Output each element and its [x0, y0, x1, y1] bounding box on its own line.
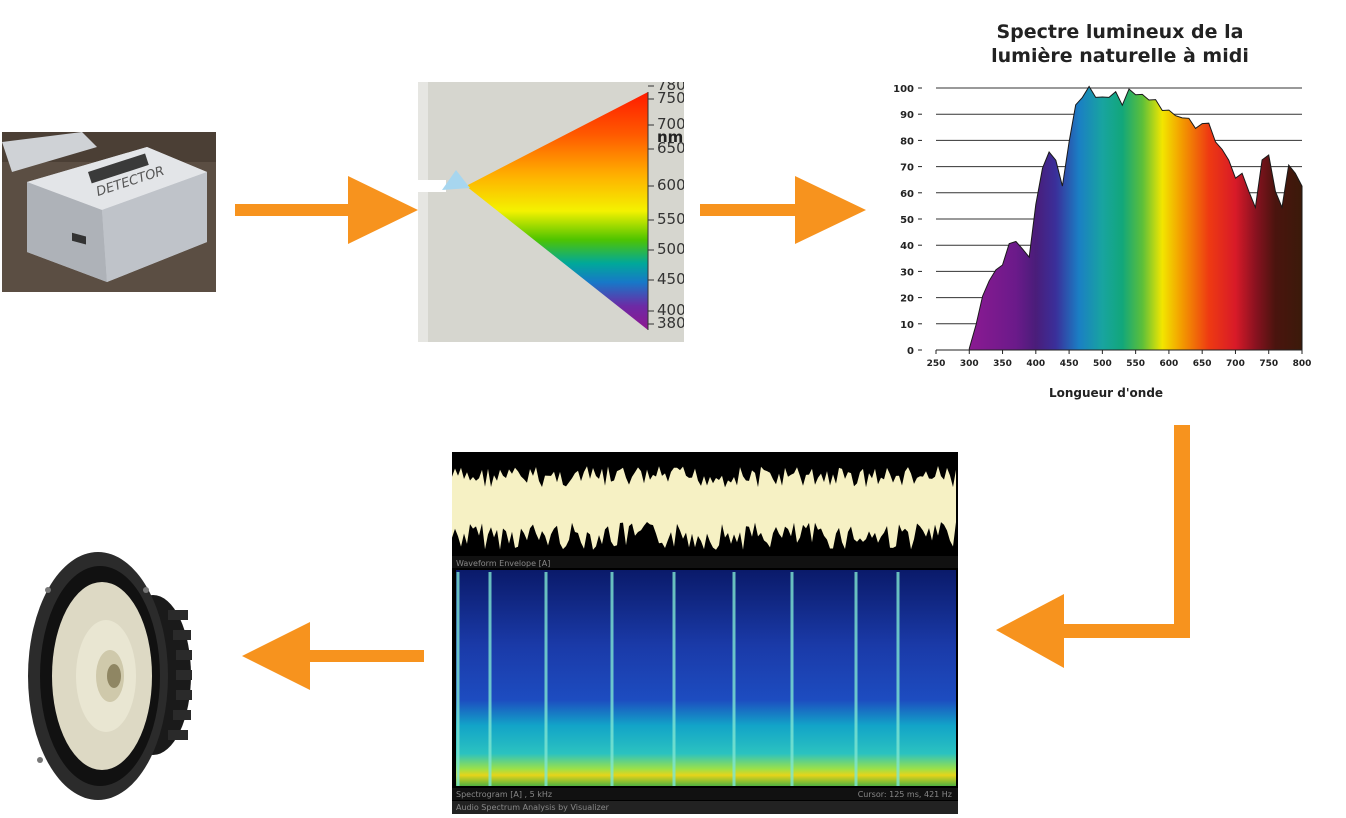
y-tick-label: 50 [900, 215, 914, 226]
x-tick-label: 800 [1293, 359, 1312, 369]
x-tick-label: 400 [1026, 359, 1045, 369]
detector-device-image: DETECTOR [2, 132, 216, 292]
chart-title-line-1: Spectre lumineux de la [996, 21, 1244, 43]
y-tick-label: 40 [900, 241, 914, 252]
prism-scale-label: 380 [657, 314, 684, 332]
prism-scale-label: 750 [657, 89, 684, 107]
arrow-right-2 [700, 176, 866, 244]
prism-scale-label: 700 [657, 115, 684, 133]
x-tick-label: 650 [1193, 359, 1212, 369]
y-tick-label: 70 [900, 163, 914, 174]
x-tick-label: 750 [1259, 359, 1278, 369]
x-tick-label: 300 [960, 359, 979, 369]
x-axis-label: Longueur d'onde [1049, 386, 1163, 400]
prism-unit-label: nm [657, 128, 683, 146]
spectrum-area [968, 85, 1303, 351]
x-tick-label: 350 [993, 359, 1012, 369]
spectrogram-heatmap [456, 570, 956, 786]
prism-scale-label: 780 [657, 82, 684, 94]
cursor-label: Cursor: 125 ms, 421 Hz [858, 790, 952, 799]
chart-title: Spectre lumineux de la lumière naturelle… [880, 20, 1346, 68]
prism-scale-label: 600 [657, 176, 684, 194]
arrow-down-left [996, 425, 1190, 668]
x-tick-label: 700 [1226, 359, 1245, 369]
prism-scale-label: 400 [657, 301, 684, 319]
x-tick-label: 550 [1126, 359, 1145, 369]
arrow-left [242, 622, 424, 690]
y-tick-label: 0 [907, 346, 914, 357]
prism-scale-label: 550 [657, 210, 684, 228]
x-tick-label: 600 [1160, 359, 1179, 369]
y-tick-label: 30 [900, 267, 914, 278]
y-tick-label: 10 [900, 320, 914, 331]
arrow-right-1 [235, 176, 418, 244]
y-tick-label: 100 [893, 84, 914, 95]
prism-scale-label: 450 [657, 270, 684, 288]
prism-scale-label: 650 [657, 139, 684, 157]
x-tick-label: 500 [1093, 359, 1112, 369]
prism-scale-label: 500 [657, 240, 684, 258]
waveform-envelope [452, 466, 956, 550]
loudspeaker-image [28, 552, 192, 800]
x-tick-label: 250 [927, 359, 946, 369]
waveform-label: Waveform Envelope [A] [456, 559, 550, 568]
x-tick-label: 450 [1060, 359, 1079, 369]
chart-title-line-2: lumière naturelle à midi [991, 45, 1249, 67]
spectrogram-graphic: Waveform Envelope [A] Spectrogram [A] , … [452, 452, 958, 814]
audio-spectrogram: Waveform Envelope [A] Spectrogram [A] , … [452, 452, 958, 814]
y-tick-label: 60 [900, 189, 914, 200]
y-tick-label: 80 [900, 136, 914, 147]
prism-shape [442, 170, 470, 190]
y-tick-label: 20 [900, 294, 914, 305]
spectrogram-label: Spectrogram [A] , 5 kHz [456, 790, 552, 799]
solar-spectrum-chart: 0 10 20 30 40 50 60 70 80 90 100 250 300 350 400 450 500… [893, 84, 1312, 400]
y-tick-label: 90 [900, 110, 914, 121]
spectrum-fan [466, 92, 648, 330]
footer-label: Audio Spectrum Analysis by Visualizer [456, 803, 610, 812]
